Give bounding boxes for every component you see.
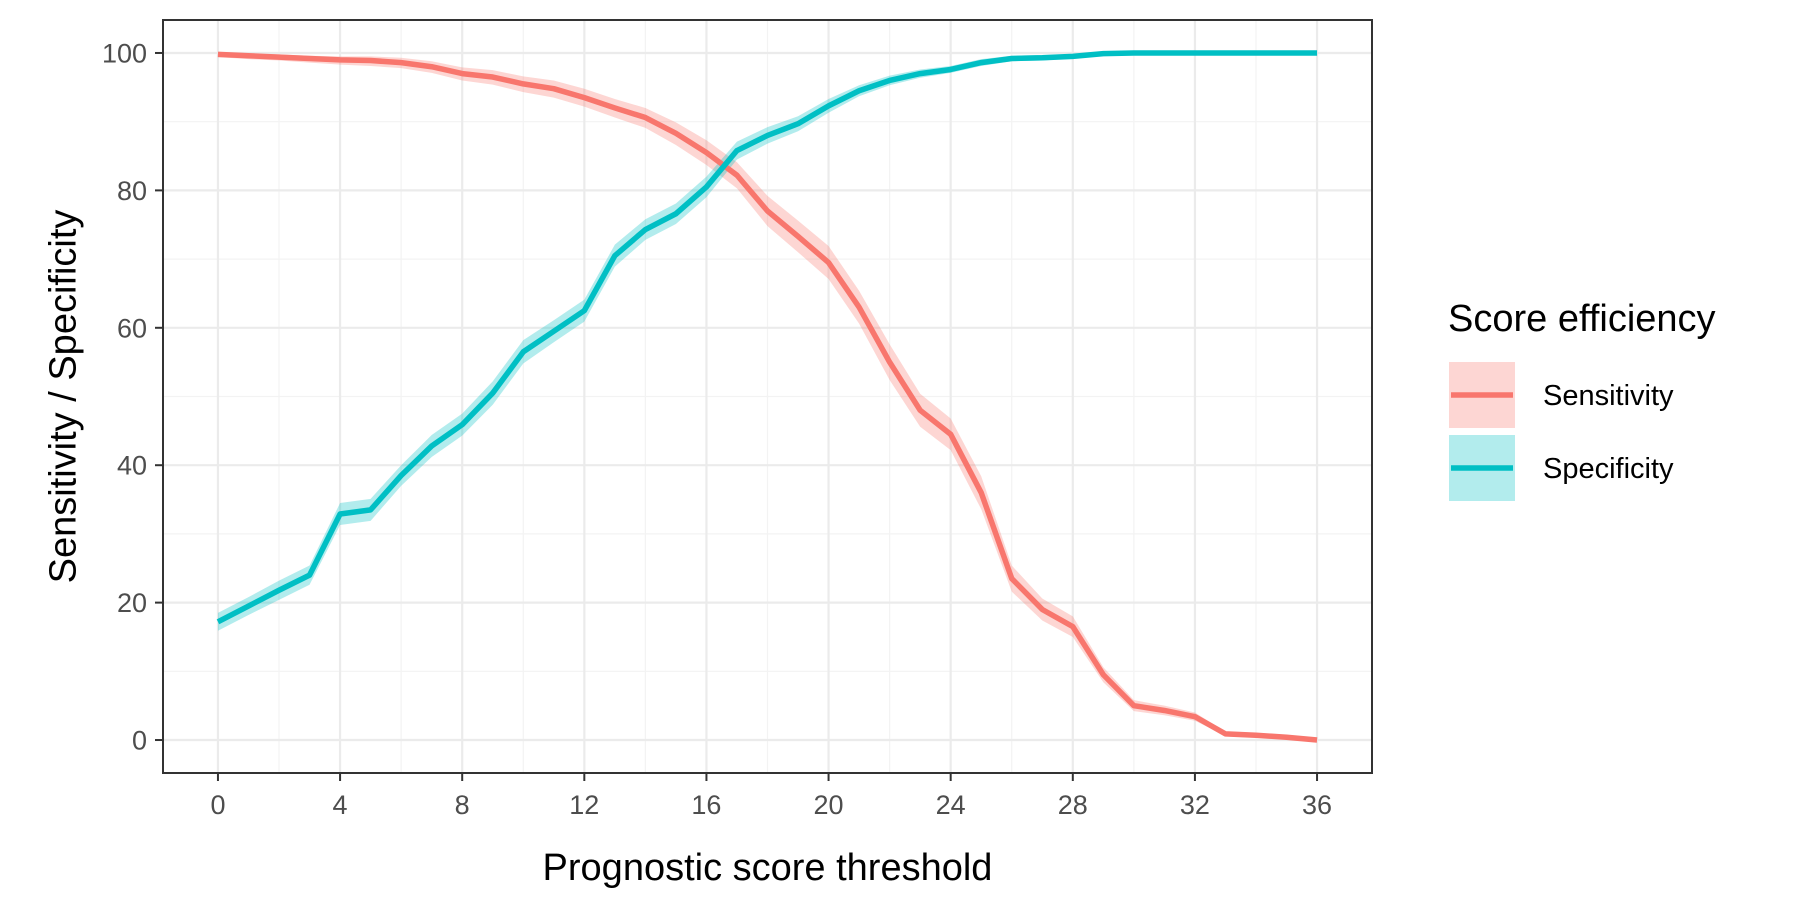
x-axis-title: Prognostic score threshold — [543, 847, 993, 889]
legend-title: Score efficiency — [1448, 298, 1716, 340]
legend: Score efficiency Sensitivity Specificity — [1448, 298, 1716, 501]
x-tick-label: 12 — [569, 790, 599, 820]
x-tick-label: 8 — [455, 790, 470, 820]
y-tick-label: 20 — [117, 588, 147, 618]
series-lines — [216, 50, 1318, 743]
y-tick-label: 100 — [102, 38, 147, 68]
x-axis-ticks: 0 4 8 12 16 20 24 28 32 36 — [210, 773, 1332, 820]
y-axis-title: Sensitivity / Specificity — [42, 210, 84, 584]
y-tick-label: 60 — [117, 313, 147, 343]
y-axis-ticks: 0 20 40 60 80 100 — [102, 38, 163, 756]
legend-items: Sensitivity Specificity — [1449, 362, 1674, 501]
specificity-line — [216, 50, 1318, 625]
sensitivity-line — [217, 51, 1318, 743]
x-tick-label: 16 — [691, 790, 721, 820]
legend-label-specificity: Specificity — [1543, 453, 1674, 485]
x-tick-label: 36 — [1302, 790, 1332, 820]
x-tick-label: 28 — [1058, 790, 1088, 820]
legend-key-sensitivity — [1449, 362, 1515, 428]
legend-label-sensitivity: Sensitivity — [1543, 380, 1674, 412]
panel-border — [162, 19, 1373, 774]
y-tick-label: 80 — [117, 176, 147, 206]
grid — [163, 20, 1372, 773]
x-tick-label: 32 — [1180, 790, 1210, 820]
x-tick-label: 4 — [333, 790, 348, 820]
legend-key-specificity — [1449, 435, 1515, 501]
x-tick-label: 0 — [210, 790, 225, 820]
x-tick-label: 24 — [936, 790, 966, 820]
y-tick-label: 40 — [117, 451, 147, 481]
x-tick-label: 20 — [814, 790, 844, 820]
y-tick-label: 0 — [132, 726, 147, 756]
